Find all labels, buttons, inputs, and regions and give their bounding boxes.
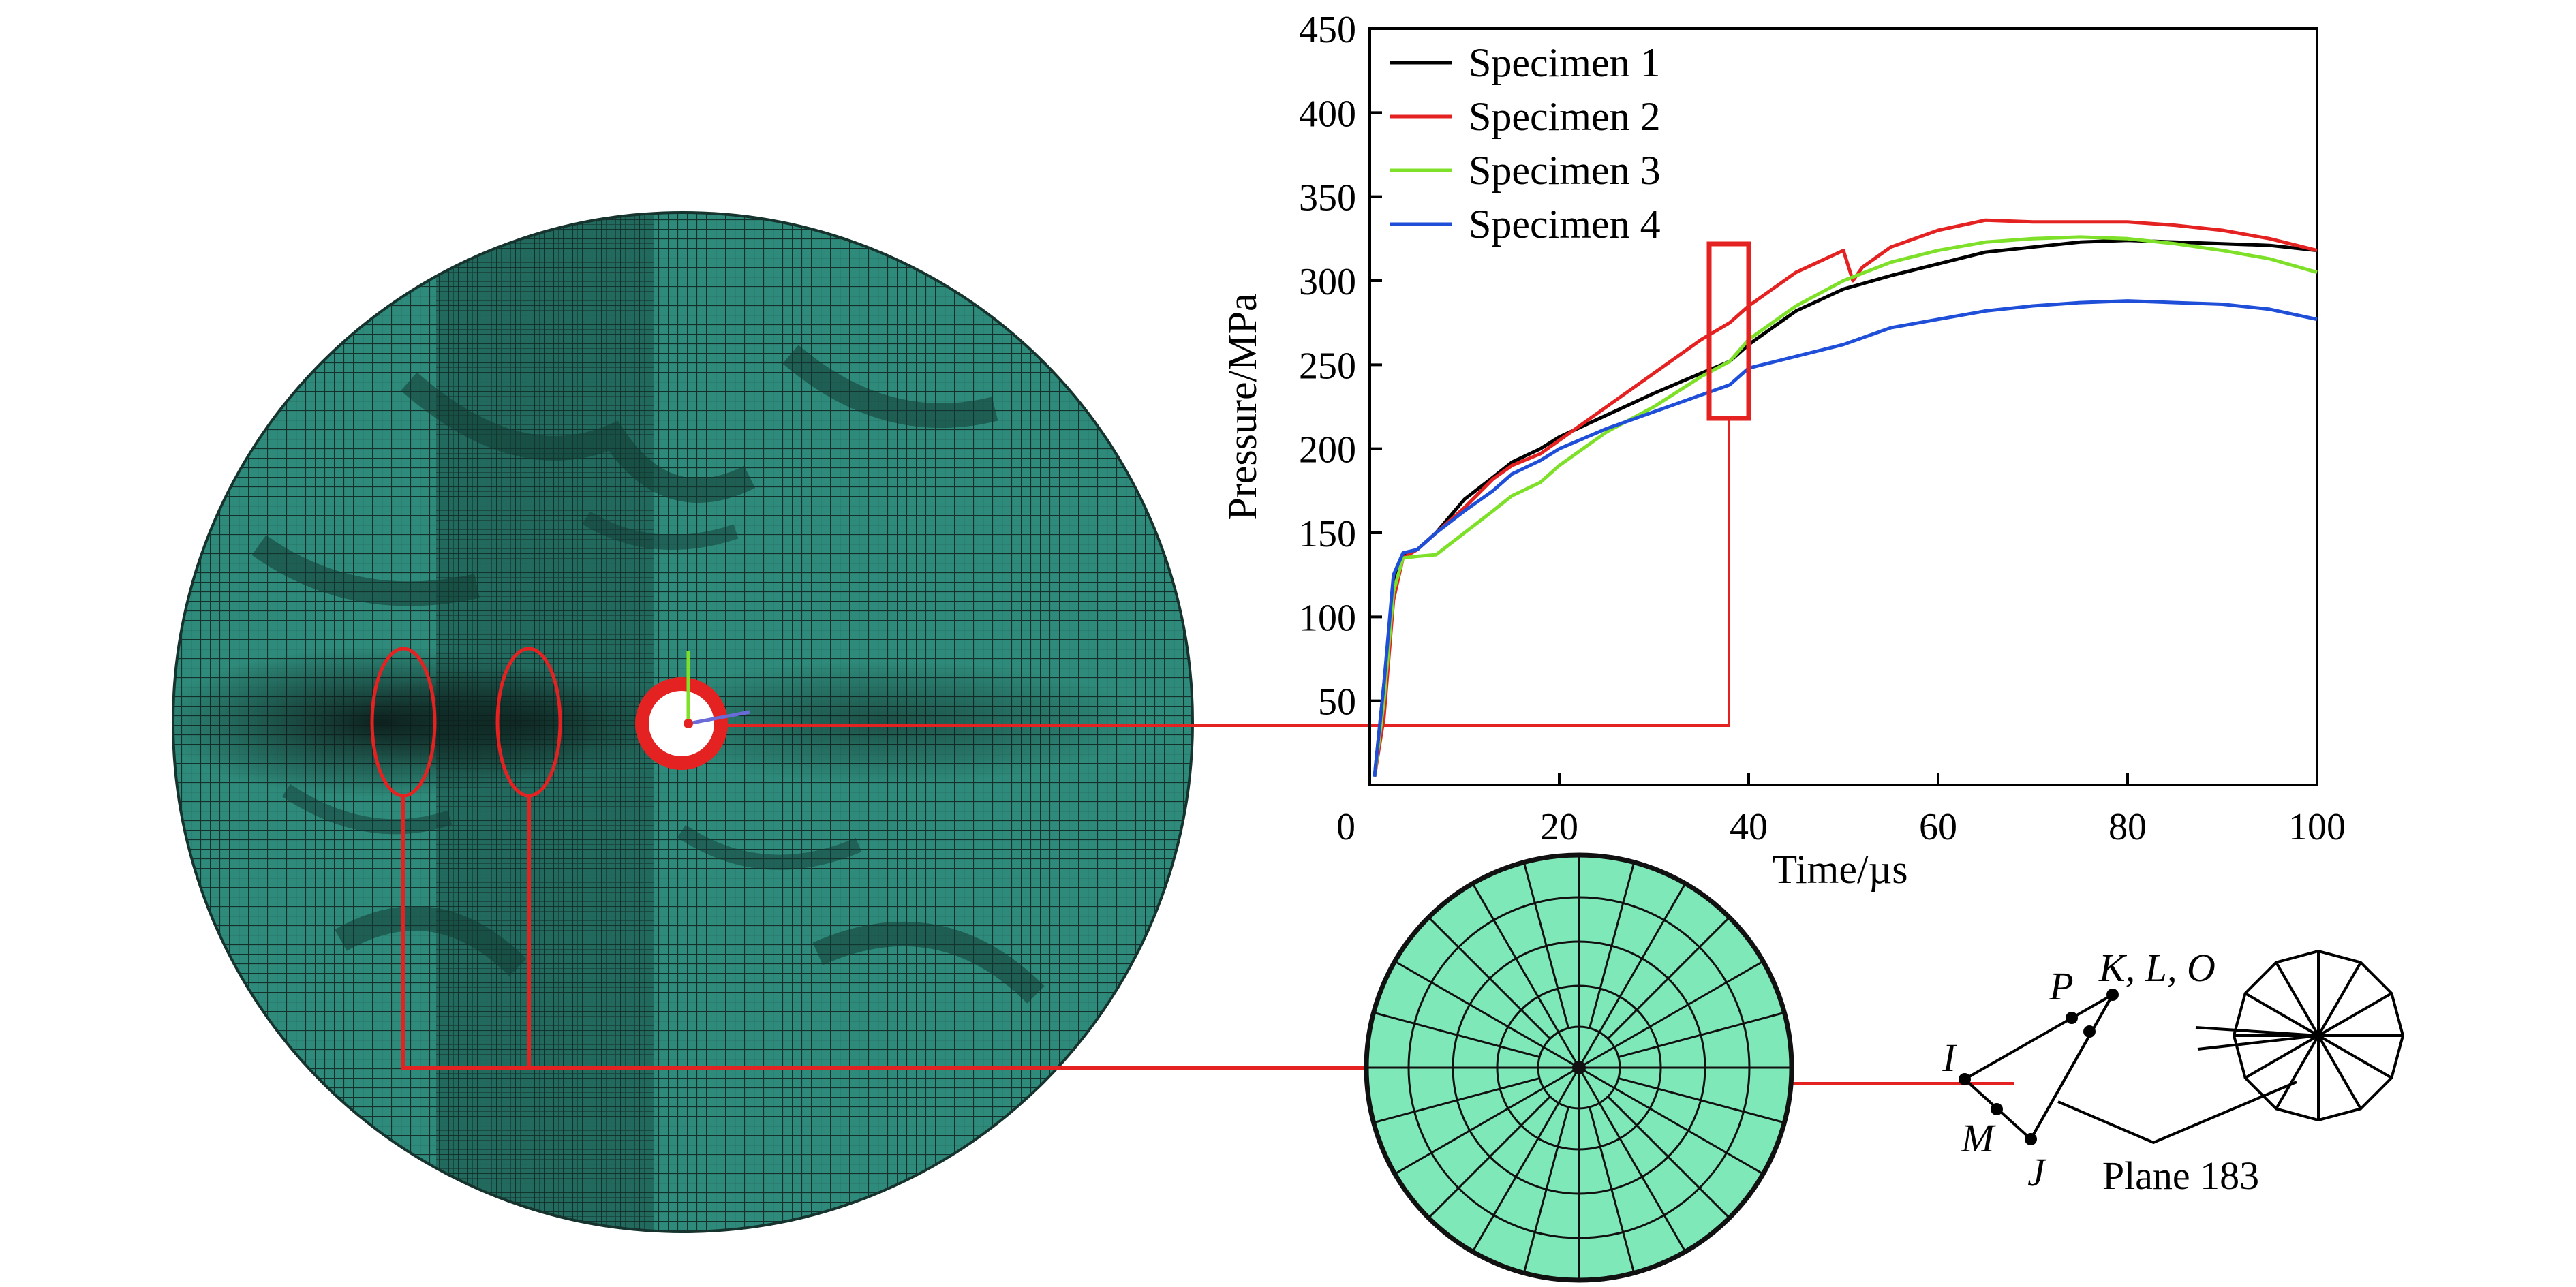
element-spoke xyxy=(1618,1011,1785,1058)
fan-spoke xyxy=(2318,992,2393,1037)
legend-label-specimen-2: Specimen 2 xyxy=(1469,94,1661,139)
x-axis-ticks: 20 40 60 80 100 xyxy=(1368,773,2346,848)
fan-spoke xyxy=(2244,1034,2319,1079)
node-label-j: J xyxy=(2027,1150,2047,1194)
node-label-m: M xyxy=(1961,1116,1996,1160)
element-cross-section xyxy=(1364,852,1794,1283)
y-tick-label: 100 xyxy=(1299,597,1356,639)
element-spoke xyxy=(1607,916,1730,1040)
fan-spoke xyxy=(2317,961,2362,1036)
node-j xyxy=(2025,1133,2037,1145)
y-tick-label: 300 xyxy=(1299,261,1356,303)
y-tick-label: 250 xyxy=(1299,345,1356,387)
dip-highlight-box xyxy=(1706,241,1751,421)
node-label-p: P xyxy=(2049,964,2073,1008)
element-spoke xyxy=(1428,916,1551,1040)
y-axis-title: Pressure/MPa xyxy=(1220,293,1265,520)
element-spoke xyxy=(1394,1066,1580,1175)
fan-extended-spoke xyxy=(2197,1034,2319,1051)
coordinate-axes-icon xyxy=(684,651,750,728)
element-spoke xyxy=(1471,883,1580,1068)
fan-spoke xyxy=(2318,1034,2393,1079)
node-label-klo: K, L, O xyxy=(2098,946,2215,990)
element-spoke xyxy=(1522,862,1569,1029)
series-line-specimen-4 xyxy=(1373,299,2318,777)
fan-spoke xyxy=(2275,1035,2320,1110)
y-tick-label: 450 xyxy=(1299,9,1356,51)
plane183-nodes xyxy=(1959,989,2119,1145)
element-spoke xyxy=(1578,1067,1687,1252)
pressure-time-chart: 50 100 150 200 250 300 350 400 450 20 40 60 80 100 0… xyxy=(1220,9,2346,892)
plane183-diagram: I J M P K, L, O Plane 183 xyxy=(1942,946,2405,1198)
mesh-dense-zone-right xyxy=(627,661,1145,784)
y-tick-label: 400 xyxy=(1299,93,1356,135)
y-tick-label: 50 xyxy=(1318,681,1356,724)
element-spoke xyxy=(1578,883,1687,1068)
fan-spoke xyxy=(2244,992,2319,1037)
borehole-highlight-ring xyxy=(635,677,728,770)
element-spoke xyxy=(1589,1106,1636,1273)
node-m xyxy=(1991,1103,2003,1115)
element-spoke xyxy=(1522,1106,1569,1273)
y-tick-label: 350 xyxy=(1299,177,1356,219)
y-tick-label: 200 xyxy=(1299,429,1356,471)
plane183-leader-line xyxy=(2057,1081,2297,1145)
element-spoke xyxy=(1471,1067,1580,1252)
x-tick-label: 100 xyxy=(2288,806,2346,848)
node-klo xyxy=(2106,989,2119,1001)
legend: Specimen 1 Specimen 2 Specimen 3 Specimen 4 xyxy=(1390,40,1661,247)
node-edge xyxy=(2083,1025,2096,1038)
legend-label-specimen-1: Specimen 1 xyxy=(1469,40,1661,85)
y-tick-label: 150 xyxy=(1299,513,1356,555)
fan-spoke xyxy=(2275,961,2320,1036)
node-p xyxy=(2066,1012,2078,1024)
plot-frame xyxy=(1368,27,2318,786)
element-spoke xyxy=(1607,1096,1730,1219)
mesh-grain-boundaries xyxy=(251,345,1045,1004)
element-center xyxy=(1572,1061,1586,1074)
mesh-disk-outline xyxy=(172,211,1194,1233)
element-spoke xyxy=(1578,960,1764,1069)
fan-extended-spoke xyxy=(2195,1026,2319,1037)
element-spoke xyxy=(1373,1011,1540,1058)
series-lines xyxy=(1373,218,2318,777)
fan-spoke xyxy=(2317,1035,2362,1110)
element-spoke xyxy=(1394,960,1580,1069)
element-grid xyxy=(1366,855,1792,1280)
mesh-grain-boundaries-secondary xyxy=(281,511,862,870)
node-label-i: I xyxy=(1942,1036,1957,1080)
series-line-specimen-3 xyxy=(1373,235,2318,777)
x-tick-label: 60 xyxy=(1919,806,1957,848)
x-tick-label: 20 xyxy=(1540,806,1578,848)
element-spoke xyxy=(1578,1066,1764,1175)
x-tick-label: 40 xyxy=(1730,806,1768,848)
x-axis-title: Time/µs xyxy=(1772,847,1907,892)
element-spoke xyxy=(1428,1096,1551,1219)
y-axis-ticks: 50 100 150 200 250 300 350 400 450 xyxy=(1299,9,1382,724)
plane183-label: Plane 183 xyxy=(2102,1153,2259,1198)
series-line-specimen-1 xyxy=(1373,238,2318,777)
legend-label-specimen-4: Specimen 4 xyxy=(1469,202,1661,247)
x-tick-label: 80 xyxy=(2109,806,2147,848)
legend-label-specimen-3: Specimen 3 xyxy=(1469,148,1661,193)
element-spoke xyxy=(1373,1077,1540,1124)
fan-element-icon xyxy=(2195,949,2405,1122)
node-i xyxy=(1959,1073,1971,1085)
connector-lines xyxy=(401,419,2014,1085)
element-spoke xyxy=(1618,1077,1785,1124)
mesh-dense-zone-center xyxy=(341,668,695,777)
element-spoke xyxy=(1589,862,1636,1029)
x-tick-zero-label: 0 xyxy=(1336,806,1355,848)
